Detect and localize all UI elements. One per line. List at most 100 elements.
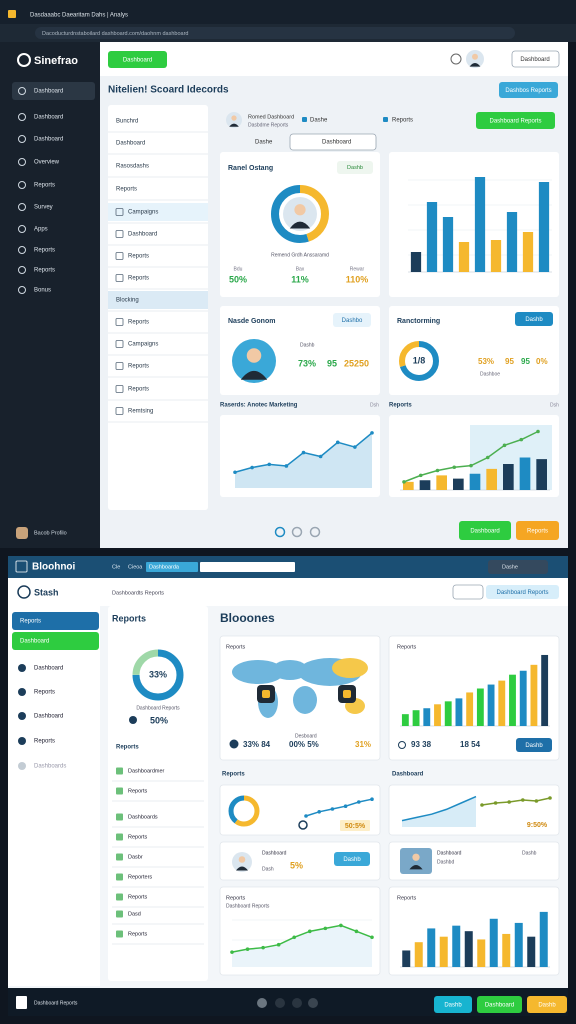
list-item[interactable]: Reports [128, 931, 148, 937]
menu-item[interactable]: Dashboarda [149, 564, 180, 570]
button[interactable] [516, 521, 559, 540]
person-sub: Dashbd [437, 859, 454, 865]
list-item[interactable]: Reports [128, 894, 148, 900]
sidebar-item[interactable]: Dashboard [20, 639, 49, 645]
toolbar [8, 578, 568, 606]
button[interactable] [499, 82, 558, 98]
list-item[interactable]: Dashboards [128, 814, 158, 820]
list-icon [116, 873, 123, 881]
nav-item[interactable]: Bunchrd [116, 119, 138, 125]
button[interactable] [527, 996, 567, 1013]
tab-box[interactable] [289, 133, 377, 151]
address-bar[interactable] [35, 27, 515, 39]
card [388, 635, 560, 761]
button-label[interactable]: Dashboard [470, 529, 499, 535]
button-label[interactable]: Reports [527, 529, 548, 535]
list-item[interactable]: Dasbr [128, 854, 143, 860]
sidebar-item[interactable]: Reports [34, 690, 55, 696]
sidebar-item[interactable]: Reports [34, 183, 55, 189]
list-item[interactable]: Reporters [128, 874, 152, 880]
button[interactable] [459, 521, 511, 540]
button-label[interactable]: Dashb [525, 743, 543, 749]
button-label[interactable]: Dashboard [123, 58, 152, 64]
list-item[interactable]: Reports [128, 788, 148, 794]
donut-segment [271, 185, 329, 243]
button[interactable] [476, 112, 555, 129]
sidebar-item[interactable]: Dashboard [34, 115, 63, 121]
list-icon [116, 767, 123, 775]
point [519, 437, 524, 442]
nav-item[interactable]: Remtsing [128, 409, 153, 415]
button-label[interactable]: Dashbo [342, 318, 363, 324]
sidebar-item[interactable]: Overview [34, 160, 60, 166]
menu-item[interactable]: Cle [112, 564, 120, 570]
point [339, 923, 343, 928]
sidebar-item[interactable]: Dashboards [34, 764, 66, 770]
line [481, 797, 551, 806]
stat-value: 95 [521, 357, 530, 366]
nav-item[interactable]: Campaigns [128, 342, 158, 348]
sidebar-item[interactable]: Survey [34, 205, 53, 211]
sidebar-item[interactable]: Reports [34, 268, 55, 274]
menu-item[interactable]: Cieoa [128, 564, 143, 570]
button-label[interactable]: Dashboard [485, 1003, 514, 1009]
point [343, 804, 348, 808]
nav-item[interactable]: Rasosdashs [116, 164, 149, 170]
button[interactable] [434, 996, 472, 1013]
nav-item[interactable]: Dashboard [128, 232, 157, 238]
button-label[interactable]: Dashboard Reports [496, 590, 548, 596]
sidebar-item[interactable]: Dashboard [34, 89, 63, 95]
button[interactable] [333, 313, 371, 327]
nav-item[interactable]: Reports [116, 187, 137, 193]
list-icon [116, 813, 123, 821]
button-label[interactable]: Dashboard Reports [489, 119, 541, 125]
sidebar-item[interactable]: Reports [20, 619, 41, 625]
button[interactable] [515, 312, 553, 326]
list-item[interactable]: Dasd [128, 911, 141, 917]
button-label[interactable]: Dashb [525, 317, 543, 323]
search-box[interactable] [488, 560, 548, 574]
sidebar-active[interactable] [12, 632, 99, 650]
button[interactable] [108, 51, 167, 68]
tab[interactable]: Reports [392, 118, 413, 124]
sidebar-item[interactable]: Dashboard [34, 714, 63, 720]
sidebar-item[interactable]: Apps [34, 227, 48, 233]
button-label[interactable]: Dashb [538, 1003, 556, 1009]
sidebar-item[interactable]: Reports [34, 248, 55, 254]
bar [536, 459, 547, 490]
button[interactable] [477, 996, 522, 1013]
sidebar-item[interactable]: Dashboard [34, 137, 63, 143]
caption: Dashboard Reports [136, 705, 180, 711]
tab[interactable]: Dashe [255, 140, 273, 146]
sidebar-item[interactable]: Dashboard [34, 666, 63, 672]
nav-item[interactable]: Reports [128, 276, 149, 282]
button[interactable] [516, 738, 552, 752]
list-item[interactable]: Dashboardmer [128, 768, 165, 774]
nav-icon [115, 318, 124, 326]
tab[interactable]: Dashboard [322, 140, 351, 146]
tab[interactable]: Dashe [310, 118, 328, 124]
nav-item[interactable]: Blocking [116, 298, 139, 304]
button[interactable] [334, 852, 370, 866]
nav-item[interactable]: Reports [128, 254, 149, 260]
button-label[interactable]: Dashbos Reports [505, 88, 551, 94]
nav-item[interactable]: Reports [128, 387, 149, 393]
point [245, 947, 250, 951]
button-label[interactable]: Dashb [343, 857, 361, 863]
sidebar-item[interactable]: Reports [34, 739, 55, 745]
button-label[interactable]: Dashb [444, 1003, 462, 1009]
button[interactable] [486, 585, 559, 599]
nav-item[interactable]: Reports [128, 364, 149, 370]
nav-item[interactable]: Reports [128, 320, 149, 326]
list-item[interactable]: Reports [128, 834, 148, 840]
search-bar[interactable] [200, 562, 295, 572]
avatar-head [294, 204, 306, 216]
sidebar-active[interactable] [12, 82, 95, 100]
sidebar-item[interactable]: Bonus [34, 288, 51, 294]
sidebar-icon [18, 737, 26, 745]
sidebar-active[interactable] [12, 612, 99, 630]
nav-item[interactable]: Campaigns [128, 210, 158, 216]
account-box[interactable] [511, 50, 560, 68]
list-icon [116, 893, 123, 901]
nav-item[interactable]: Dashboard [116, 141, 145, 147]
